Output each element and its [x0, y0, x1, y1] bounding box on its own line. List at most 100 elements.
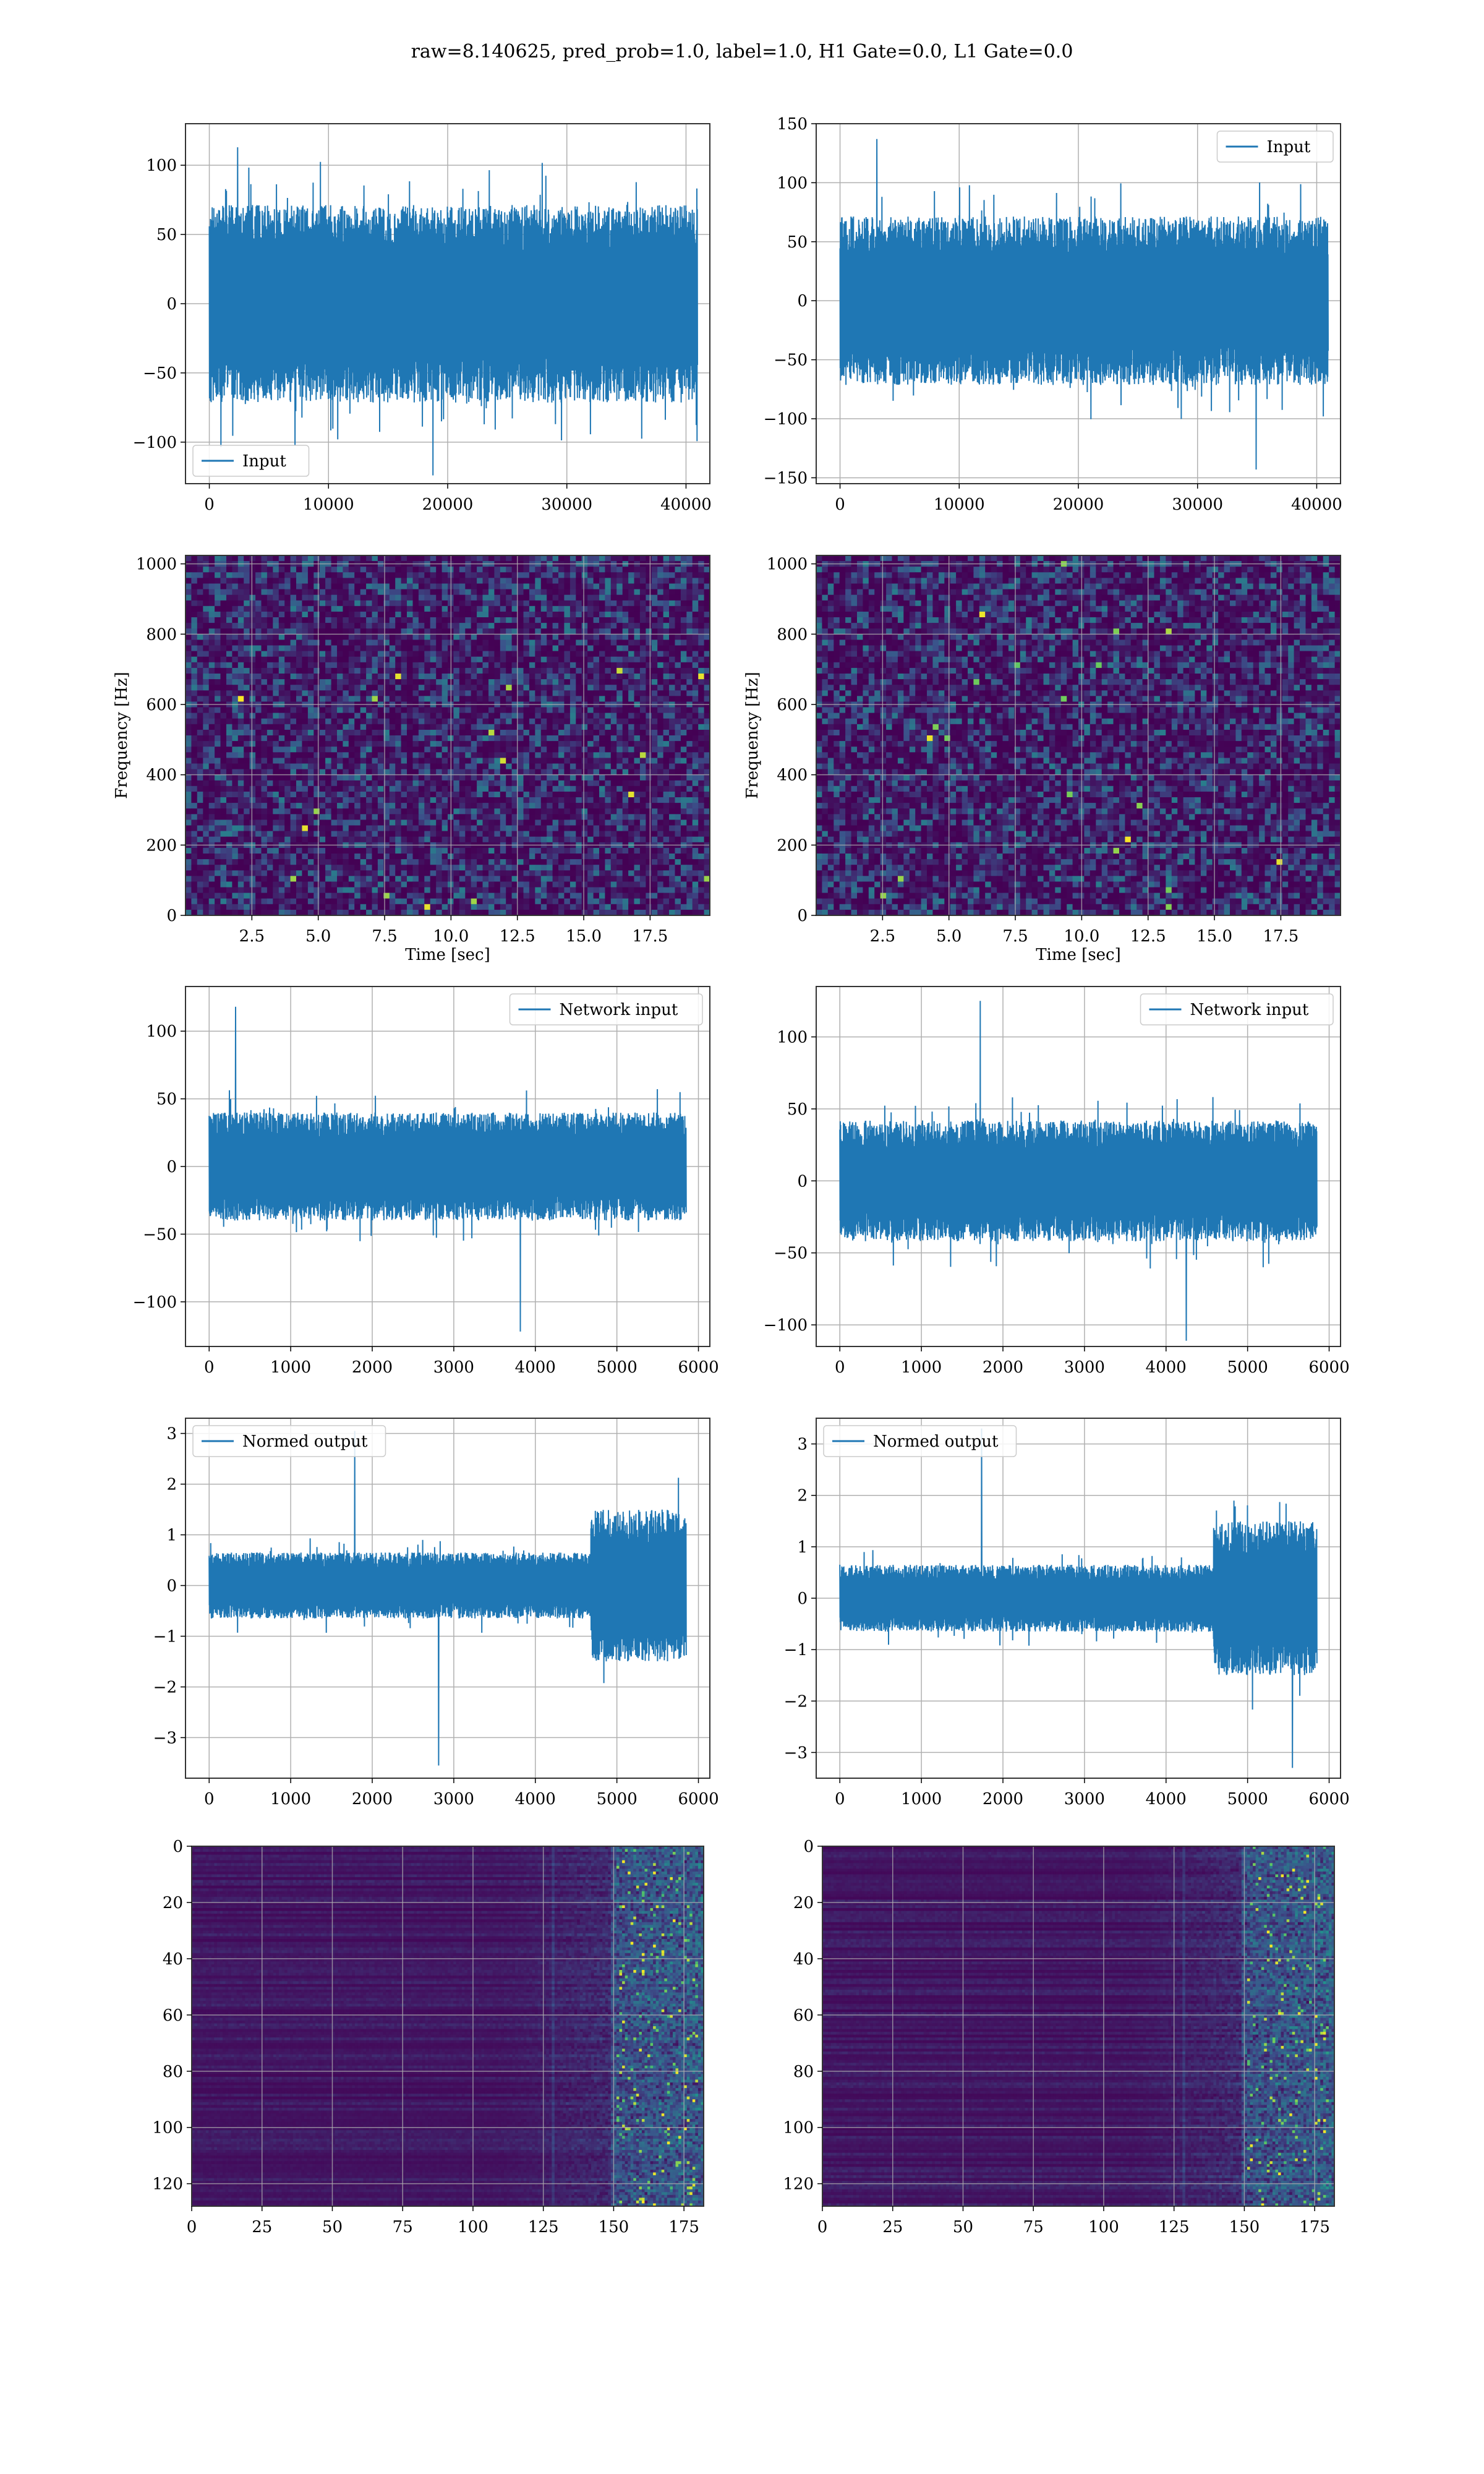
spectrogram-cell [389, 854, 396, 860]
spectrogram-cell [680, 651, 687, 657]
spectrogram-cell [319, 847, 326, 854]
spectrogram-cell [569, 774, 576, 781]
spectrogram-cell [459, 752, 466, 758]
spectrogram-cell [552, 814, 559, 820]
spectrogram-cell [669, 606, 675, 612]
spectrogram-cell [599, 634, 605, 640]
spectrogram-cell [704, 667, 710, 674]
spectrogram-cell [325, 769, 332, 776]
spectrogram-cell [226, 674, 232, 680]
spectrogram-cell [372, 769, 378, 776]
spectrogram-cell [616, 820, 623, 826]
spectrogram-cell [412, 797, 419, 803]
spectrogram-cell [518, 752, 524, 758]
spectrogram-cell [494, 696, 501, 702]
spectrogram-cell [215, 747, 221, 753]
spectrogram-cell [220, 656, 227, 663]
spectrogram-cell [302, 854, 309, 860]
spectrogram-cell [628, 589, 635, 596]
spectrogram-cell [529, 583, 535, 590]
spectrogram-cell [360, 825, 367, 832]
spectrogram-cell [500, 589, 506, 596]
spectrogram-cell [261, 628, 268, 635]
spectrogram-cell [657, 679, 664, 685]
spectrogram-cell [436, 578, 443, 584]
spectrogram-cell [500, 690, 506, 696]
spectrogram-cell [348, 611, 355, 618]
spectrogram-cell [459, 572, 466, 578]
spectrogram-cell [593, 578, 600, 584]
spectrogram-cell [261, 752, 268, 758]
spectrogram-cell [453, 567, 460, 573]
spectrogram-cell [377, 713, 384, 719]
spectrogram-cell [558, 611, 565, 618]
spectrogram-cell [529, 780, 535, 787]
spectrogram-cell [564, 589, 571, 596]
spectrogram-cell [430, 713, 437, 719]
spectrogram-cell [593, 785, 600, 792]
spectrogram-cell [418, 724, 425, 730]
spectrogram-cell [319, 617, 326, 623]
spectrogram-cell [651, 634, 658, 640]
spectrogram-cell [226, 583, 232, 590]
spectrogram-cell [360, 847, 367, 854]
spectrogram-cell [605, 667, 612, 674]
spectrogram-cell [610, 611, 617, 618]
spectrogram-cell [628, 594, 635, 601]
spectrogram-cell [343, 707, 349, 714]
spectrogram-cell [593, 713, 600, 719]
spectrogram-cell [354, 617, 361, 623]
spectrogram-cell [418, 741, 425, 747]
spectrogram-cell [686, 820, 693, 826]
spectrogram-cell [267, 594, 273, 601]
spectrogram-cell [255, 769, 262, 776]
spectrogram-cell [634, 707, 641, 714]
spectrogram-cell [366, 741, 373, 747]
spectrogram-cell [453, 662, 460, 669]
spectrogram-cell [401, 640, 407, 646]
spectrogram-cell [383, 685, 390, 691]
spectrogram-cell [418, 847, 425, 854]
spectrogram-cell [441, 724, 448, 730]
spectrogram-cell [646, 808, 652, 815]
spectrogram-cell [646, 747, 652, 753]
spectrogram-cell [278, 707, 285, 714]
spectrogram-cell [424, 578, 431, 584]
spectrogram-cell [261, 634, 268, 640]
spectrogram-cell [226, 729, 232, 736]
spectrogram-cell [267, 769, 273, 776]
spectrogram-cell [465, 791, 472, 798]
spectrogram-cell [680, 831, 687, 837]
spectrogram-cell [383, 651, 390, 657]
spectrogram-cell [453, 713, 460, 719]
spectrogram-cell [569, 600, 576, 607]
spectrogram-cell [622, 820, 629, 826]
spectrogram-cell [506, 729, 513, 736]
spectrogram-cell [564, 640, 571, 646]
spectrogram-cell [692, 774, 699, 781]
spectrogram-cell [319, 690, 326, 696]
spectrogram-cell [698, 741, 705, 747]
spectrogram-cell [634, 758, 641, 764]
spectrogram-cell [407, 628, 413, 635]
spectrogram-cell [610, 567, 617, 573]
spectrogram-cell [523, 820, 530, 826]
spectrogram-cell [331, 854, 338, 860]
spectrogram-cell [337, 814, 343, 820]
spectrogram-cell [581, 696, 588, 702]
spectrogram-cell [430, 583, 437, 590]
spectrogram-cell [441, 707, 448, 714]
spectrogram-cell [377, 555, 384, 562]
spectrogram-cell [465, 803, 472, 809]
spectrogram-cell [395, 555, 402, 562]
spectrogram-cell [441, 774, 448, 781]
spectrogram-cell [564, 662, 571, 669]
spectrogram-cell [407, 718, 413, 725]
spectrogram-cell [290, 567, 297, 573]
spectrogram-cell [634, 674, 641, 680]
spectrogram-cell [657, 707, 664, 714]
spectrogram-cell [186, 785, 192, 792]
spectrogram-cell [494, 724, 501, 730]
spectrogram-cell [232, 747, 239, 753]
spectrogram-cell [418, 780, 425, 787]
